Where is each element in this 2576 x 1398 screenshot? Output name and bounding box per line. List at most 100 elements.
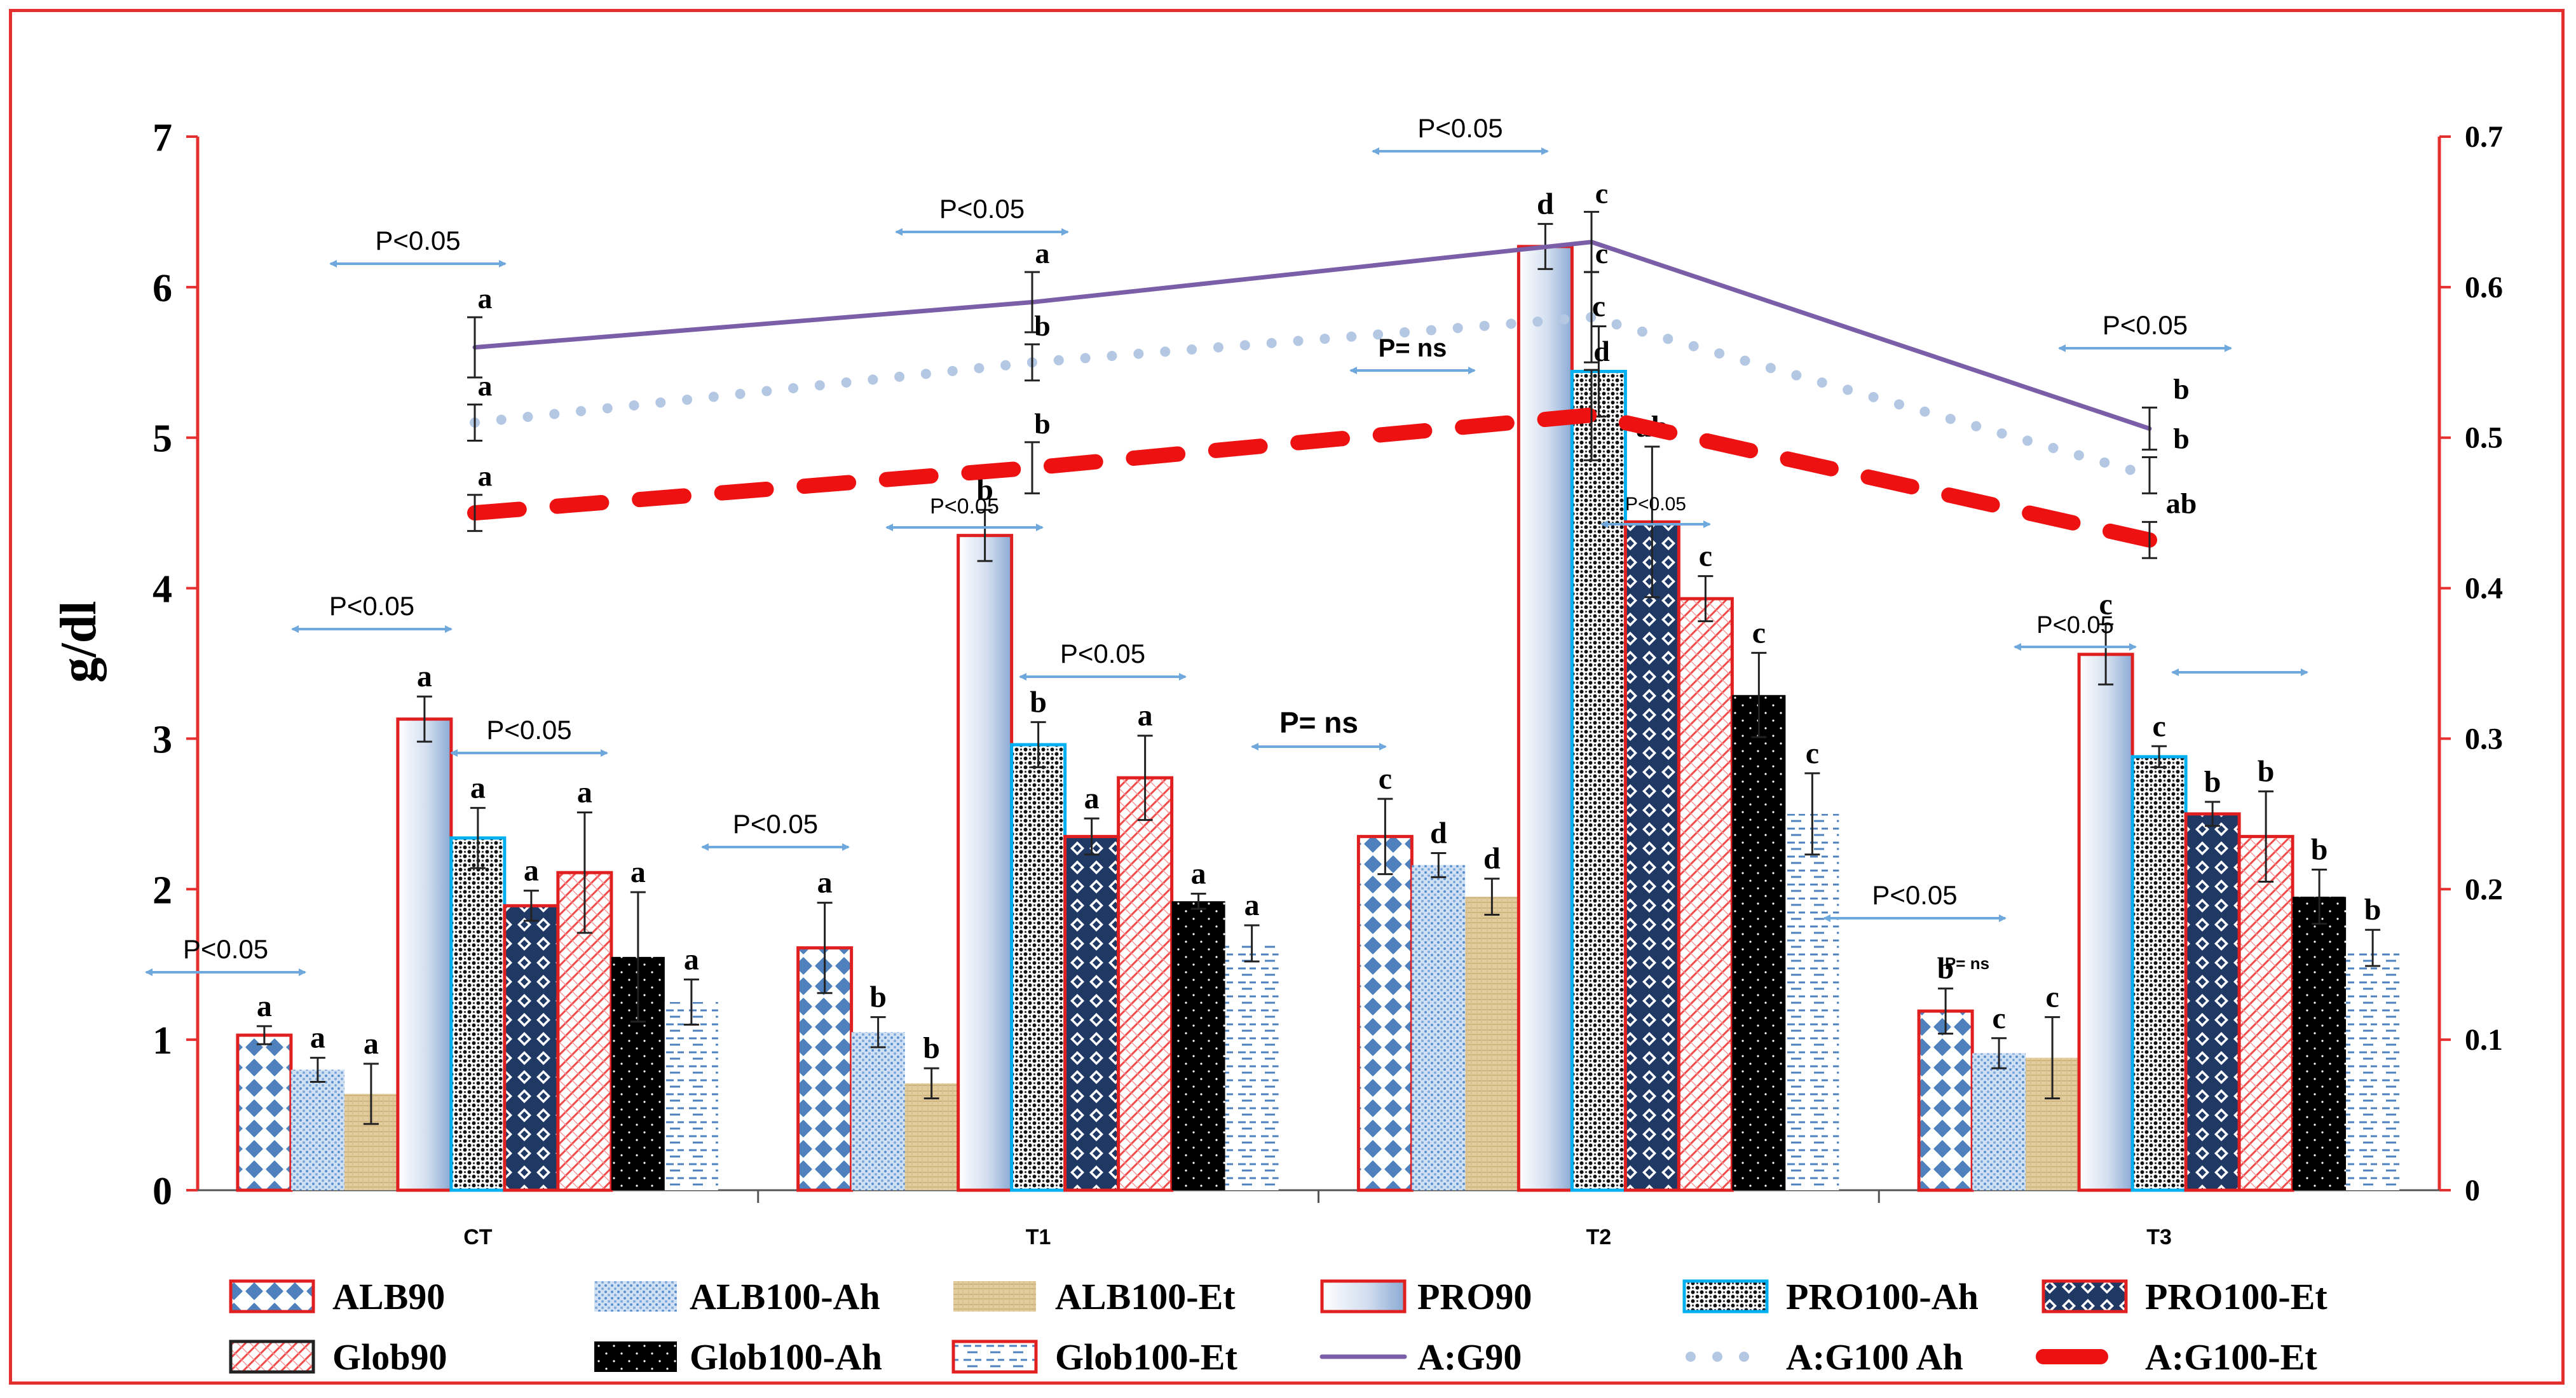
bar-letter-label: c [1806, 736, 1819, 770]
legend-label: A:G90 [1417, 1336, 1522, 1378]
line-letter-label: a [478, 460, 493, 492]
bar-letter-label: b [2311, 832, 2328, 866]
bar [904, 1083, 958, 1190]
left-tick-label: 5 [153, 417, 172, 461]
bar [236, 1033, 293, 1192]
right-tick-label: 0.7 [2465, 120, 2503, 154]
legend-label: A:G100 Ah [1786, 1336, 1963, 1378]
line-letter-label: d [1593, 335, 1610, 367]
bar [1732, 695, 1786, 1190]
bar [1623, 520, 1680, 1192]
bar [1356, 834, 1414, 1192]
bar-letter-label: a [310, 1021, 325, 1055]
right-tick-label: 0.2 [2465, 872, 2503, 906]
bar-letter-label: b [2258, 754, 2275, 788]
bar-letter-label: a [1084, 782, 1100, 815]
legend-label: ALB100-Et [1055, 1276, 1236, 1317]
bar-letter-label: c [1592, 289, 1605, 323]
x-category-label: T2 [1586, 1225, 1612, 1249]
bar [1117, 776, 1174, 1192]
legend-label: Glob100-Et [1055, 1336, 1237, 1378]
bar [1516, 245, 1574, 1192]
bar [1785, 813, 1839, 1190]
legend-label: PRO90 [1417, 1276, 1532, 1317]
bar-letter-label: c [1699, 540, 1712, 573]
right-tick-label: 0.1 [2465, 1023, 2503, 1057]
significance-label: P<0.05 [1872, 880, 1957, 910]
bar-letter-label: a [817, 866, 833, 900]
bar [290, 1069, 344, 1190]
line-letter-label: a [478, 370, 493, 402]
bar-letter-label: c [2045, 981, 2059, 1014]
significance-label: P<0.05 [183, 934, 268, 964]
significance-label: P<0.05 [486, 715, 571, 745]
bar-letter-label: a [524, 854, 539, 888]
bar-letter-label: a [1138, 699, 1153, 733]
bar [396, 717, 453, 1192]
bar-letter-label: b [1030, 685, 1047, 719]
line-letter-label: c [1595, 237, 1608, 269]
bar-letter-label: a [1191, 857, 1206, 890]
bar-letter-label: b [2364, 893, 2382, 926]
legend-label: PRO100-Ah [1786, 1276, 1979, 1317]
line-letter-label: b [2173, 423, 2190, 455]
significance-label: P<0.05 [329, 591, 414, 621]
left-tick-label: 7 [153, 116, 172, 159]
significance-label: P<0.05 [939, 194, 1025, 224]
x-category-label: T1 [1026, 1225, 1051, 1249]
bar [2130, 755, 2188, 1192]
legend-label: PRO100-Et [2145, 1276, 2327, 1317]
right-tick-label: 0 [2465, 1174, 2480, 1207]
annotations: P<0.05 P<0.05 P<0.05 P<0.05 P<0.05 P<0.05 P<0.… [145, 113, 2308, 976]
bar-letter-label: a [684, 942, 699, 976]
bar-letter-label: a [364, 1027, 379, 1061]
legend-label: A:G100-Et [2145, 1336, 2317, 1378]
legend-label: ALB90 [332, 1276, 445, 1317]
legend-swatch [1682, 1279, 1769, 1313]
bar-letter-label: b [869, 981, 887, 1014]
significance-label: P<0.05 [375, 226, 460, 255]
bar-letter-label: c [1752, 616, 1766, 649]
bar [503, 904, 560, 1192]
bar [2077, 653, 2134, 1192]
x-category-label: CT [463, 1225, 493, 1249]
legend-label: Glob100-Ah [690, 1336, 882, 1378]
bar-letter-label: a [577, 775, 592, 809]
legend-swatch [229, 1279, 315, 1313]
left-tick-label: 0 [153, 1170, 172, 1213]
legend: ALB90 ALB100-Ah ALB100-Et PRO90 PRO100-Ah PRO… [229, 1276, 2327, 1378]
bar [957, 534, 1014, 1192]
significance-label: P= ns [1279, 706, 1358, 739]
bar-letter-label: d [1537, 187, 1554, 221]
significance-label: P= ns [1945, 954, 1989, 973]
bar-letter-label: b [923, 1031, 940, 1065]
bar-letter-label: c [2152, 709, 2165, 743]
bar-letter-label: a [470, 771, 486, 804]
line-letter-label: b [1034, 407, 1051, 440]
bar-letter-label: a [257, 989, 272, 1023]
legend-swatch [951, 1340, 1038, 1374]
line-letter-label: ab [2166, 487, 2197, 519]
significance-label: P<0.05 [2036, 612, 2114, 639]
significance-label: P<0.05 [1625, 494, 1686, 515]
x-category-labels: CT T1 T2 T3 [463, 1225, 2172, 1249]
bar [1010, 743, 1067, 1192]
significance-label: P= ns [1379, 334, 1447, 362]
line-series [472, 240, 2152, 431]
bar [449, 836, 507, 1192]
legend-swatch [594, 1341, 677, 1372]
bar [664, 1001, 718, 1190]
significance-label: P<0.05 [1060, 639, 1145, 668]
bar [1171, 901, 1225, 1190]
right-tick-labels: 0 0.1 0.2 0.3 0.4 0.5 0.6 0.7 [2439, 120, 2503, 1207]
bar [1412, 865, 1466, 1190]
significance-label: P<0.05 [930, 494, 999, 519]
bar-letter-label: a [1244, 888, 1260, 922]
left-tick-labels: 0 1 2 3 4 5 6 7 [153, 116, 198, 1213]
left-tick-label: 4 [153, 568, 172, 611]
legend-label: ALB100-Ah [690, 1276, 880, 1317]
right-tick-label: 0.5 [2465, 421, 2503, 455]
bar [1972, 1053, 2026, 1190]
